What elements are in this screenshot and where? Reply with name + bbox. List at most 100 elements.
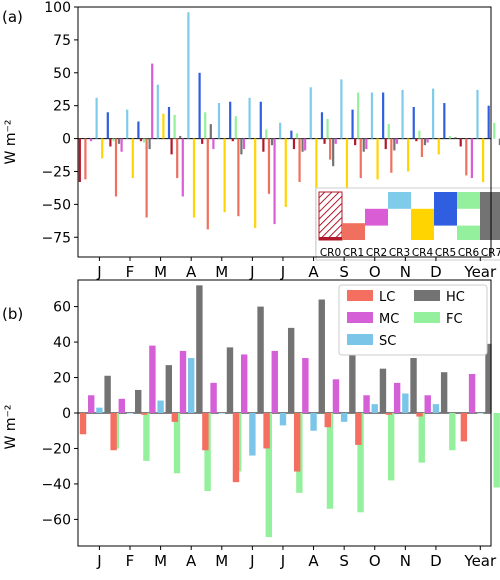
legend-label-cr7: CR7 bbox=[481, 247, 500, 259]
bar-fc-2 bbox=[173, 413, 181, 474]
bar-cr0-7 bbox=[292, 138, 296, 150]
bar-lc-4 bbox=[202, 413, 209, 451]
x-tick-label: N bbox=[400, 552, 411, 570]
y-tick-label: −25 bbox=[41, 164, 71, 180]
y-tick-label: 40 bbox=[53, 335, 71, 351]
bar-mc-2 bbox=[149, 345, 156, 413]
y-tick-label: 0 bbox=[62, 406, 71, 422]
bar-mc-7 bbox=[302, 358, 309, 413]
x-tick-label: Year bbox=[463, 263, 497, 281]
bar-cr0-12 bbox=[459, 138, 462, 147]
bar-cr5-12 bbox=[487, 105, 490, 139]
legend-label-cr0: CR0 bbox=[320, 247, 341, 259]
bar-sc-2 bbox=[157, 400, 164, 413]
x-tick-label: J bbox=[96, 263, 101, 281]
bar-cr3-8 bbox=[340, 79, 343, 139]
bar-lc-5 bbox=[232, 413, 240, 483]
x-tick-label: F bbox=[126, 263, 135, 281]
bar-hc-12 bbox=[485, 343, 492, 413]
bar-cr3-6 bbox=[279, 122, 282, 139]
bar-cr2-8 bbox=[334, 138, 337, 144]
bar-cr1-8 bbox=[329, 138, 332, 160]
bar-cr4-2 bbox=[162, 113, 165, 139]
y-tick-label: −40 bbox=[41, 477, 71, 493]
bar-cr1-5 bbox=[237, 138, 240, 217]
x-tick-label: J bbox=[249, 552, 254, 570]
bar-cr2-11 bbox=[426, 138, 429, 143]
bar-cr2-3 bbox=[181, 138, 184, 197]
bar-cr5-10 bbox=[412, 107, 415, 139]
legend-label-cr5: CR5 bbox=[435, 247, 456, 259]
bar-cr1-2 bbox=[145, 138, 148, 218]
bar-fc-1 bbox=[143, 413, 150, 461]
bar-cr2-7 bbox=[304, 138, 307, 151]
bar-lc-8 bbox=[324, 413, 331, 428]
bar-fc-9 bbox=[387, 413, 395, 481]
bar-hc-1 bbox=[135, 389, 142, 413]
bar-cr3-1 bbox=[126, 109, 129, 139]
bar-cr7-10 bbox=[423, 138, 427, 146]
bar-cr4-6 bbox=[284, 138, 287, 207]
bar-sc-8 bbox=[340, 413, 348, 422]
bar-cr5-4 bbox=[229, 101, 232, 139]
bar-cr7-9 bbox=[393, 138, 396, 151]
bar-sc-4 bbox=[218, 413, 225, 414]
bar-mc-11 bbox=[424, 395, 431, 413]
bar-cr3-9 bbox=[370, 92, 374, 139]
legend-swatch-cr7 bbox=[480, 192, 500, 240]
bar-cr2-12 bbox=[470, 138, 473, 179]
bar-cr7-0 bbox=[117, 138, 121, 144]
bar-cr5-2 bbox=[167, 107, 171, 139]
bar-cr2-5 bbox=[242, 138, 246, 150]
bar-lc-9 bbox=[355, 413, 362, 445]
bar-fc-10 bbox=[418, 413, 425, 463]
bar-cr7-4 bbox=[240, 138, 243, 155]
x-tick-label: A bbox=[308, 552, 319, 570]
x-tick-label: D bbox=[430, 263, 442, 281]
legend-label-fc: FC bbox=[446, 312, 463, 327]
x-tick-label: A bbox=[308, 263, 319, 281]
bar-cr7-3 bbox=[209, 124, 212, 139]
legend-label-hc: HC bbox=[446, 290, 465, 305]
bar-cr0-10 bbox=[384, 138, 387, 150]
x-tick-label: M bbox=[215, 263, 228, 281]
legend-swatch-cr0-base bbox=[319, 237, 342, 240]
bar-cr5-5 bbox=[259, 101, 262, 139]
bar-lc-10 bbox=[385, 413, 393, 415]
legend-swatch-sc bbox=[347, 334, 373, 345]
bar-cr0-3 bbox=[170, 138, 173, 155]
panel-a-label: (a) bbox=[2, 8, 23, 26]
bar-cr4-9 bbox=[376, 138, 379, 180]
legend-swatch-lc bbox=[347, 290, 373, 301]
bar-fc-11 bbox=[449, 413, 456, 451]
bar-lc-12 bbox=[460, 413, 468, 442]
bar-cr0-0 bbox=[78, 138, 81, 182]
bar-mc-6 bbox=[271, 350, 278, 413]
x-tick-label: J bbox=[280, 552, 285, 570]
bar-cr1-10 bbox=[390, 138, 393, 173]
bar-sc-10 bbox=[402, 393, 409, 413]
bar-cr3-4 bbox=[217, 103, 221, 139]
bar-cr7-6 bbox=[301, 138, 304, 152]
bar-mc-1 bbox=[118, 398, 126, 413]
bar-cr2-10 bbox=[395, 138, 399, 144]
bar-cr3-5 bbox=[248, 97, 251, 139]
bar-cr5-11 bbox=[443, 103, 446, 139]
bar-cr6-6 bbox=[295, 133, 299, 139]
panel-a-y-axis-label: W m⁻² bbox=[3, 120, 19, 165]
bar-cr5-1 bbox=[137, 121, 140, 139]
bar-cr0-11 bbox=[415, 138, 418, 142]
bar-sc-7 bbox=[310, 413, 317, 431]
x-tick-label: Year bbox=[463, 552, 497, 570]
bar-fc-12 bbox=[493, 413, 500, 488]
bar-cr0-8 bbox=[323, 138, 326, 144]
bar-cr5-7 bbox=[320, 112, 324, 139]
bar-cr6-5 bbox=[265, 129, 268, 139]
bar-sc-5 bbox=[249, 413, 256, 456]
bar-cr1-6 bbox=[267, 138, 271, 194]
x-tick-label: M bbox=[154, 263, 167, 281]
bar-cr5-3 bbox=[198, 72, 201, 139]
bar-hc-0 bbox=[104, 375, 111, 413]
bar-cr4-5 bbox=[254, 138, 257, 229]
